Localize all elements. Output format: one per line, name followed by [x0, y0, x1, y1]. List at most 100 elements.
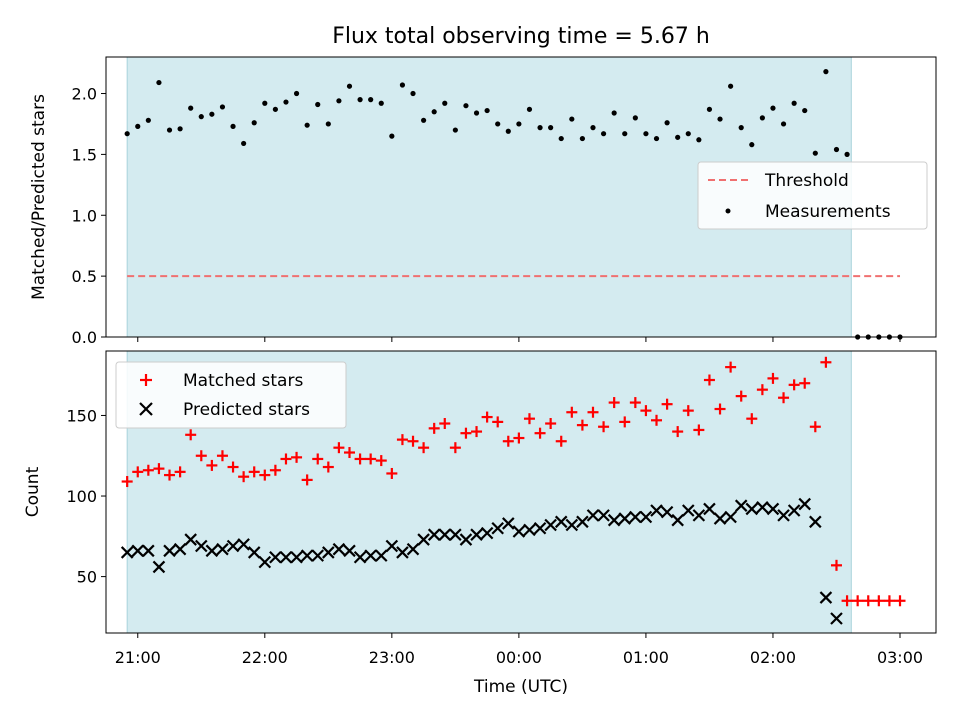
predicted-star-marker — [597, 509, 610, 522]
measurement-point — [452, 127, 458, 133]
matched-star-marker — [523, 413, 535, 425]
predicted-star-marker — [343, 544, 356, 558]
matched-star-marker — [280, 453, 292, 465]
matched-star-marker — [830, 559, 842, 571]
measurement-point — [230, 123, 236, 129]
matched-star-marker — [820, 356, 832, 368]
matched-star-marker — [693, 424, 705, 436]
measurements-legend-swatch — [725, 208, 731, 214]
predicted-star-marker — [311, 549, 325, 562]
predicted-star-marker — [639, 510, 653, 524]
matched-star-marker — [343, 447, 355, 459]
matched-star-marker — [756, 384, 768, 396]
measurement-point — [664, 120, 670, 126]
measurement-point — [399, 82, 406, 88]
matched-star-marker — [703, 374, 715, 386]
predicted-star-marker — [533, 521, 547, 535]
measurement-point — [844, 151, 850, 157]
matched-star-marker — [735, 390, 747, 402]
matched-star-marker — [428, 422, 440, 434]
ratio-legend-box — [697, 161, 928, 230]
predicted-star-marker — [237, 538, 250, 551]
matched-star-marker — [598, 421, 610, 433]
measurement-point — [706, 106, 713, 112]
predicted-star-marker — [173, 542, 187, 556]
matched-star-marker — [291, 451, 303, 463]
matched-star-marker — [725, 361, 737, 373]
predicted-star-marker — [322, 546, 335, 559]
matched-star-marker — [365, 453, 377, 465]
ratio-y-tick-label: 2.0 — [72, 85, 97, 104]
predicted-star-marker — [512, 525, 526, 538]
measurement-point — [791, 100, 797, 106]
count-y-tick-label: 50 — [77, 568, 97, 587]
measurement-point — [262, 100, 268, 106]
measurement-point — [685, 131, 691, 137]
predicted-star-marker — [618, 512, 632, 525]
measurement-point — [283, 99, 289, 105]
matched-star-marker — [142, 464, 154, 476]
measurement-point — [495, 121, 501, 127]
count-x-ticks: 21:00 22:00 23:00 00:00 01:00 02:00 03:00 — [115, 633, 923, 667]
measurement-point — [823, 69, 829, 75]
predicted-legend-swatch — [139, 402, 153, 416]
count-y-tick-label: 150 — [66, 406, 97, 425]
matched-star-marker — [661, 398, 673, 410]
ratio-x-ticks — [137, 337, 901, 342]
predicted-star-marker — [681, 504, 695, 517]
predicted-star-marker — [279, 550, 293, 564]
measurement-point — [135, 123, 141, 129]
measurement-point — [590, 125, 596, 131]
matched-star-marker — [873, 595, 885, 607]
predicted-star-marker — [798, 497, 812, 511]
predicted-star-marker — [120, 546, 134, 559]
predicted-star-marker — [226, 539, 240, 553]
matched-star-marker — [407, 435, 419, 447]
measurement-point — [346, 83, 353, 89]
matched-star-marker — [301, 474, 313, 486]
predicted-star-marker — [544, 518, 557, 532]
count-legend: Matched stars Predicted stars — [115, 361, 347, 429]
measurement-point — [780, 121, 787, 127]
predicted-star-marker — [427, 528, 441, 541]
measurement-point — [442, 100, 448, 106]
predicted-star-marker — [607, 513, 621, 527]
measurement-point — [526, 106, 533, 112]
matched-star-marker — [418, 442, 430, 454]
count-panel-frame — [105, 350, 937, 634]
measurement-point — [145, 117, 151, 123]
measurement-point — [717, 116, 723, 122]
matched-star-marker — [608, 397, 620, 409]
measurement-point — [410, 90, 416, 97]
chart-title: Flux total observing time = 5.67 h — [332, 24, 710, 49]
predicted-star-marker — [777, 509, 790, 522]
matched-star-marker — [587, 406, 599, 418]
matched-star-marker — [471, 426, 483, 438]
x-tick-label: 02:00 — [750, 648, 796, 667]
predicted-star-marker — [470, 528, 483, 541]
matched-star-marker — [206, 459, 218, 471]
ratio-y-tick-label: 0.0 — [72, 328, 97, 347]
measurement-point — [166, 127, 173, 133]
measurement-point — [357, 97, 363, 103]
predicted-star-marker — [787, 504, 801, 517]
matched-star-marker — [121, 476, 133, 488]
ratio-y-axis-label: Matched/Predicted stars — [29, 94, 49, 300]
matched-star-marker — [502, 435, 514, 447]
predicted-star-marker — [417, 533, 430, 546]
matched-star-marker — [894, 595, 906, 607]
count-panel: 50 100 150 21:00 22:00 23:00 00:00 01:00 02:00 0… — [23, 350, 937, 697]
predicted-star-marker — [713, 512, 727, 525]
measurement-point — [241, 140, 247, 147]
predicted-star-marker — [819, 591, 833, 604]
measurement-point — [177, 126, 183, 132]
measurement-point — [833, 146, 840, 153]
measurement-point — [728, 83, 734, 89]
matched-star-marker — [640, 405, 652, 417]
matched-star-marker — [788, 379, 800, 391]
matched-star-marker — [164, 469, 176, 481]
predicted-star-marker — [258, 555, 272, 569]
predicted-legend-label: Predicted stars — [183, 400, 310, 420]
measurement-point — [378, 100, 384, 106]
